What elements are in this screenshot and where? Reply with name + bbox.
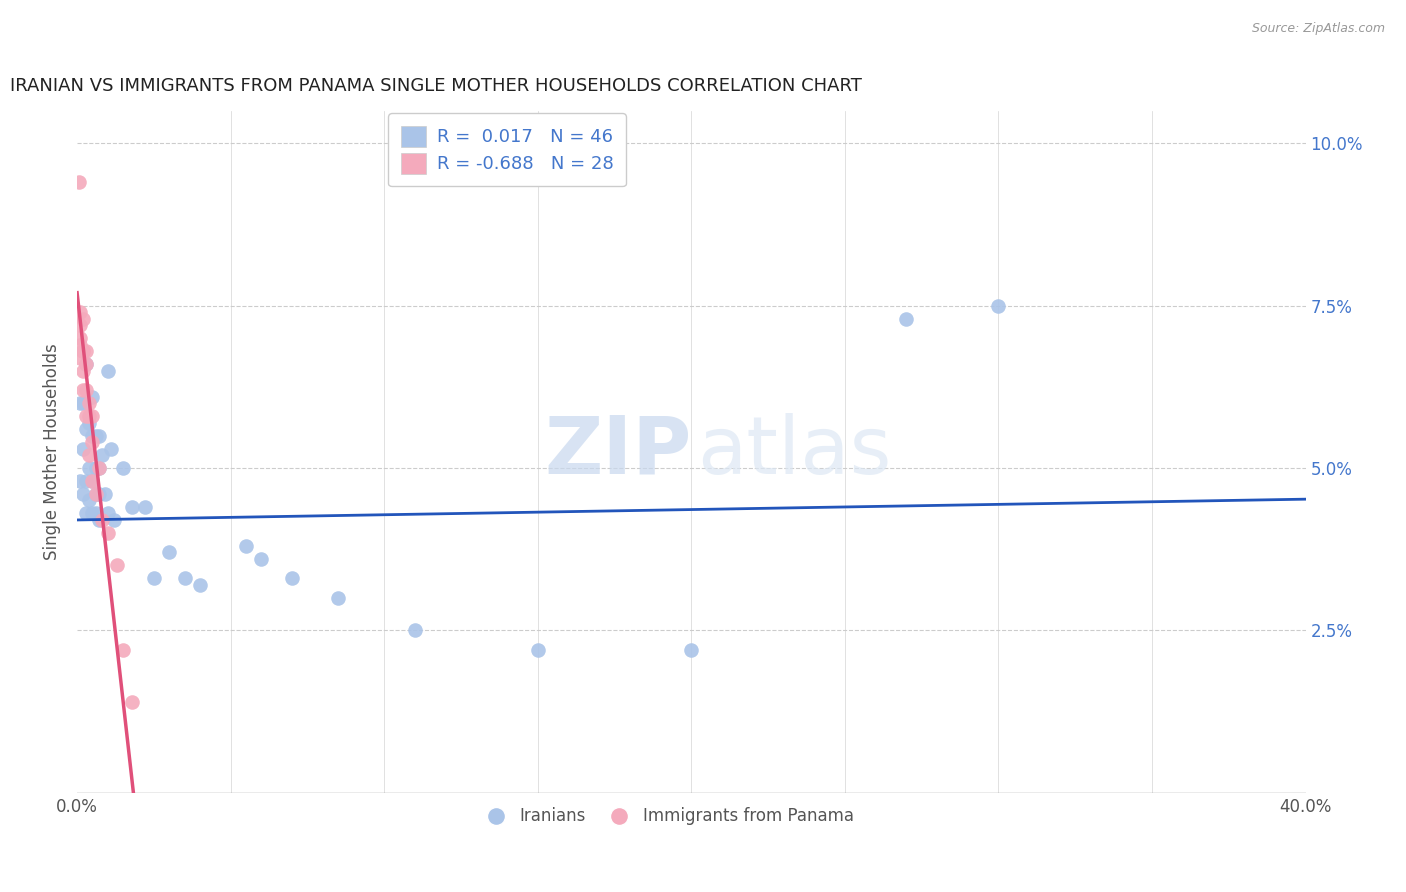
Point: [235, 539, 257, 553]
Point: [681, 642, 703, 657]
Point: [82, 409, 104, 423]
Point: [250, 552, 273, 566]
Point: [87, 513, 110, 527]
Point: [84, 487, 107, 501]
Point: [82, 435, 104, 450]
Point: [79, 416, 101, 430]
Point: [90, 513, 112, 527]
Point: [69, 318, 91, 333]
Point: [97, 525, 120, 540]
Point: [69, 337, 91, 351]
Point: [404, 624, 426, 638]
Point: [987, 299, 1010, 313]
Point: [79, 409, 101, 423]
Point: [90, 448, 112, 462]
Point: [87, 461, 110, 475]
Point: [87, 428, 110, 442]
Point: [82, 428, 104, 442]
Point: [157, 545, 180, 559]
Point: [103, 513, 125, 527]
Point: [173, 571, 195, 585]
Text: atlas: atlas: [697, 413, 891, 491]
Point: [93, 487, 115, 501]
Point: [142, 571, 165, 585]
Point: [97, 507, 120, 521]
Point: [72, 396, 94, 410]
Point: [100, 442, 122, 456]
Point: [75, 507, 97, 521]
Point: [896, 311, 918, 326]
Point: [134, 500, 156, 514]
Point: [112, 461, 135, 475]
Point: [105, 558, 128, 573]
Text: Source: ZipAtlas.com: Source: ZipAtlas.com: [1251, 22, 1385, 36]
Point: [84, 487, 107, 501]
Point: [121, 500, 143, 514]
Point: [82, 474, 104, 488]
Point: [75, 474, 97, 488]
Point: [72, 311, 94, 326]
Point: [72, 487, 94, 501]
Point: [75, 422, 97, 436]
Point: [72, 344, 94, 359]
Point: [75, 344, 97, 359]
Point: [69, 305, 91, 319]
Text: ZIP: ZIP: [544, 413, 692, 491]
Point: [112, 642, 135, 657]
Point: [69, 351, 91, 365]
Point: [75, 383, 97, 397]
Point: [67, 175, 90, 189]
Point: [188, 578, 211, 592]
Point: [97, 363, 120, 377]
Point: [79, 396, 101, 410]
Point: [84, 428, 107, 442]
Point: [75, 357, 97, 371]
Point: [87, 487, 110, 501]
Point: [281, 571, 304, 585]
Point: [69, 396, 91, 410]
Point: [72, 383, 94, 397]
Point: [72, 363, 94, 377]
Legend: Iranians, Immigrants from Panama: Iranians, Immigrants from Panama: [472, 801, 860, 832]
Point: [75, 409, 97, 423]
Point: [72, 442, 94, 456]
Point: [82, 390, 104, 404]
Text: IRANIAN VS IMMIGRANTS FROM PANAMA SINGLE MOTHER HOUSEHOLDS CORRELATION CHART: IRANIAN VS IMMIGRANTS FROM PANAMA SINGLE…: [10, 78, 862, 95]
Point: [87, 461, 110, 475]
Y-axis label: Single Mother Households: Single Mother Households: [44, 343, 60, 560]
Point: [84, 461, 107, 475]
Point: [79, 461, 101, 475]
Point: [79, 448, 101, 462]
Point: [121, 695, 143, 709]
Point: [326, 591, 349, 605]
Point: [526, 642, 548, 657]
Point: [75, 357, 97, 371]
Point: [82, 507, 104, 521]
Point: [82, 474, 104, 488]
Point: [69, 331, 91, 345]
Point: [84, 507, 107, 521]
Point: [69, 474, 91, 488]
Point: [72, 344, 94, 359]
Point: [79, 493, 101, 508]
